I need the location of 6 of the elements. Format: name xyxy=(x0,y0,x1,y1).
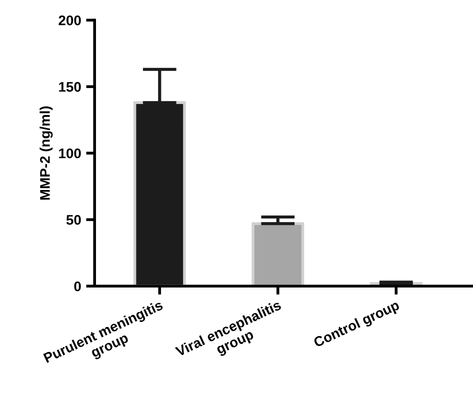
y-tick-label: 0 xyxy=(74,281,81,292)
y-tick-label: 200 xyxy=(58,15,81,26)
y-tick-label: 150 xyxy=(59,82,81,92)
y-tick-label: 100 xyxy=(59,148,81,158)
y-tick-label: 50 xyxy=(66,214,81,225)
y-axis-title: MMP-2 (ng/ml) xyxy=(40,106,53,200)
